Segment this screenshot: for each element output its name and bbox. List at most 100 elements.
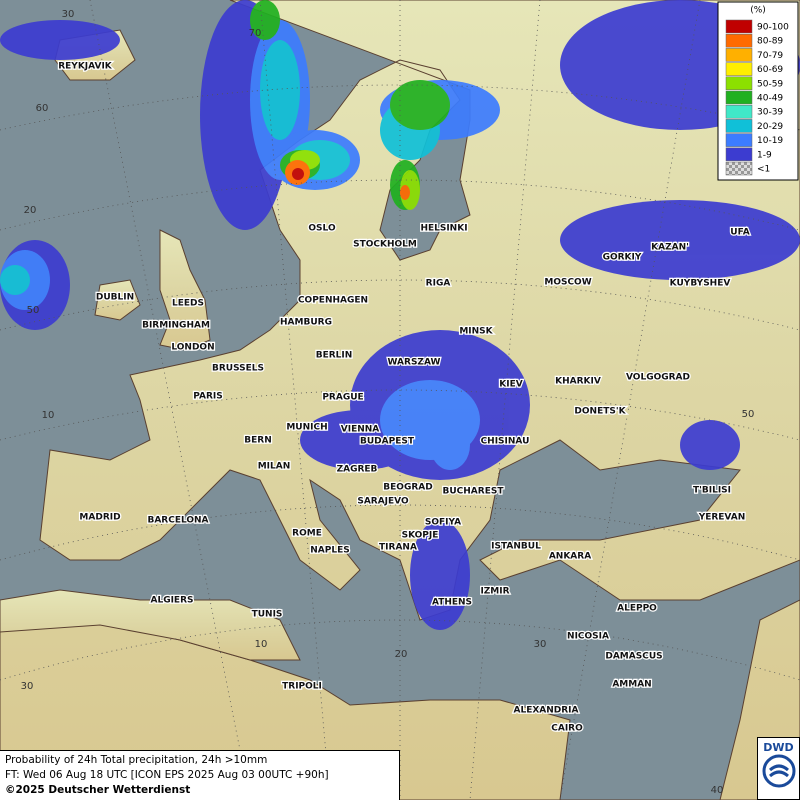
city-label: T'BILISI bbox=[693, 486, 731, 496]
rain-area bbox=[430, 420, 470, 470]
grid-label: 50 bbox=[742, 409, 755, 420]
city-label: MUNICH bbox=[286, 423, 327, 433]
city-label: DUBLIN bbox=[96, 293, 134, 303]
legend-label: 50-59 bbox=[757, 79, 783, 89]
rain-area bbox=[0, 20, 120, 60]
city-label: UFA bbox=[730, 228, 749, 238]
logo-icon bbox=[762, 754, 795, 788]
city-label: RIGA bbox=[426, 279, 451, 289]
city-label: ALEXANDRIA bbox=[514, 706, 579, 716]
precipitation bbox=[0, 0, 800, 630]
logo: DWD bbox=[757, 737, 800, 800]
city-label: KIEV bbox=[499, 380, 522, 390]
grid-label: 50 bbox=[27, 305, 40, 316]
city-label: HELSINKI bbox=[420, 224, 467, 234]
city-label: TIRANA bbox=[379, 543, 417, 553]
footer-line: ©2025 Deutscher Wetterdienst bbox=[5, 784, 191, 796]
city-label: BARCELONA bbox=[147, 516, 208, 526]
legend-label: 1-9 bbox=[757, 150, 772, 160]
rain-area bbox=[0, 265, 30, 295]
rain-area bbox=[400, 185, 410, 200]
rain-area bbox=[250, 0, 280, 40]
city-label: DAMASCUS bbox=[605, 652, 662, 662]
city-label: BEOGRAD bbox=[383, 483, 432, 493]
city-label: LONDON bbox=[171, 343, 214, 353]
city-label: BERLIN bbox=[316, 351, 353, 361]
city-label: YEREVAN bbox=[698, 513, 746, 523]
rain-area bbox=[680, 420, 740, 470]
legend-swatch bbox=[725, 133, 753, 147]
grid-label: 70 bbox=[249, 28, 262, 39]
grid-label: 10 bbox=[255, 639, 268, 650]
city-label: ANKARA bbox=[549, 552, 591, 562]
rain-area bbox=[260, 40, 300, 140]
footer: Probability of 24h Total precipitation, … bbox=[0, 750, 400, 800]
grid-label: 30 bbox=[534, 639, 547, 650]
city-label: ZAGREB bbox=[337, 465, 378, 475]
city-label: ATHENS bbox=[432, 598, 472, 608]
city-label: GORKIY bbox=[603, 253, 642, 263]
city-label: ROME bbox=[292, 529, 322, 539]
city-label: ISTANBUL bbox=[491, 542, 541, 552]
legend-swatch bbox=[725, 48, 753, 62]
legend-label: 60-69 bbox=[757, 65, 783, 75]
city-label: BRUSSELS bbox=[212, 364, 264, 374]
footer-line: Probability of 24h Total precipitation, … bbox=[5, 754, 268, 766]
legend-label: 40-49 bbox=[757, 94, 783, 104]
rain-area bbox=[560, 200, 800, 280]
city-label: BUDAPEST bbox=[360, 437, 415, 447]
city-label: AMMAN bbox=[612, 680, 651, 690]
city-label: CAIRO bbox=[551, 724, 583, 734]
city-label: PARIS bbox=[193, 392, 223, 402]
city-label: SKOPJE bbox=[402, 531, 439, 541]
city-label: MADRID bbox=[79, 513, 120, 523]
city-label: LEEDS bbox=[172, 299, 204, 309]
legend-swatch bbox=[725, 104, 753, 119]
legend-title: (%) bbox=[750, 6, 766, 16]
legend-swatch bbox=[725, 19, 753, 34]
legend-swatch bbox=[725, 76, 753, 91]
city-label: MILAN bbox=[258, 462, 291, 472]
grid-label: 40 bbox=[711, 785, 724, 796]
city-label: HAMBURG bbox=[280, 318, 332, 328]
rain-area bbox=[292, 168, 304, 180]
city-label: ALGIERS bbox=[151, 596, 194, 606]
city-label: MOSCOW bbox=[544, 278, 591, 288]
legend-label: 20-29 bbox=[757, 122, 783, 132]
grid-label: 20 bbox=[395, 649, 408, 660]
legend-label: <1 bbox=[757, 165, 770, 175]
city-label: MINSK bbox=[459, 327, 493, 337]
city-label: VOLGOGRAD bbox=[626, 373, 690, 383]
footer-line: FT: Wed 06 Aug 18 UTC [ICON EPS 2025 Aug… bbox=[5, 769, 329, 781]
legend-swatch bbox=[725, 119, 753, 133]
grid-label: 20 bbox=[24, 205, 37, 216]
grid-label: 30 bbox=[21, 681, 34, 692]
city-label: REYKJAVIK bbox=[58, 62, 113, 72]
city-label: NAPLES bbox=[310, 546, 349, 556]
city-label: KHARKIV bbox=[555, 377, 601, 387]
legend-swatch bbox=[725, 33, 753, 48]
city-label: SARAJEVO bbox=[357, 497, 409, 507]
city-label: KUYBYSHEV bbox=[670, 279, 731, 289]
legend-label: 70-79 bbox=[757, 51, 783, 61]
city-label: STOCKHOLM bbox=[353, 240, 417, 250]
city-label: CHISINAU bbox=[481, 437, 530, 447]
legend-label: 80-89 bbox=[757, 37, 783, 47]
rain-area bbox=[410, 520, 470, 630]
legend-swatch bbox=[725, 90, 753, 105]
legend-label: 10-19 bbox=[757, 136, 783, 146]
city-label: DONETS'K bbox=[574, 407, 626, 417]
city-label: TRIPOLI bbox=[282, 682, 322, 692]
city-label: COPENHAGEN bbox=[298, 296, 368, 306]
city-label: BIRMINGHAM bbox=[142, 321, 210, 331]
city-label: WARSZAW bbox=[388, 358, 441, 368]
city-label: NICOSIA bbox=[567, 632, 609, 642]
legend: (%) 90-100 80-89 70-79 60-69 50-59 40-49 30-39… bbox=[717, 1, 799, 181]
legend-swatch bbox=[725, 147, 753, 162]
city-label: ALEPPO bbox=[617, 604, 657, 614]
grid-label: 30 bbox=[62, 9, 75, 20]
